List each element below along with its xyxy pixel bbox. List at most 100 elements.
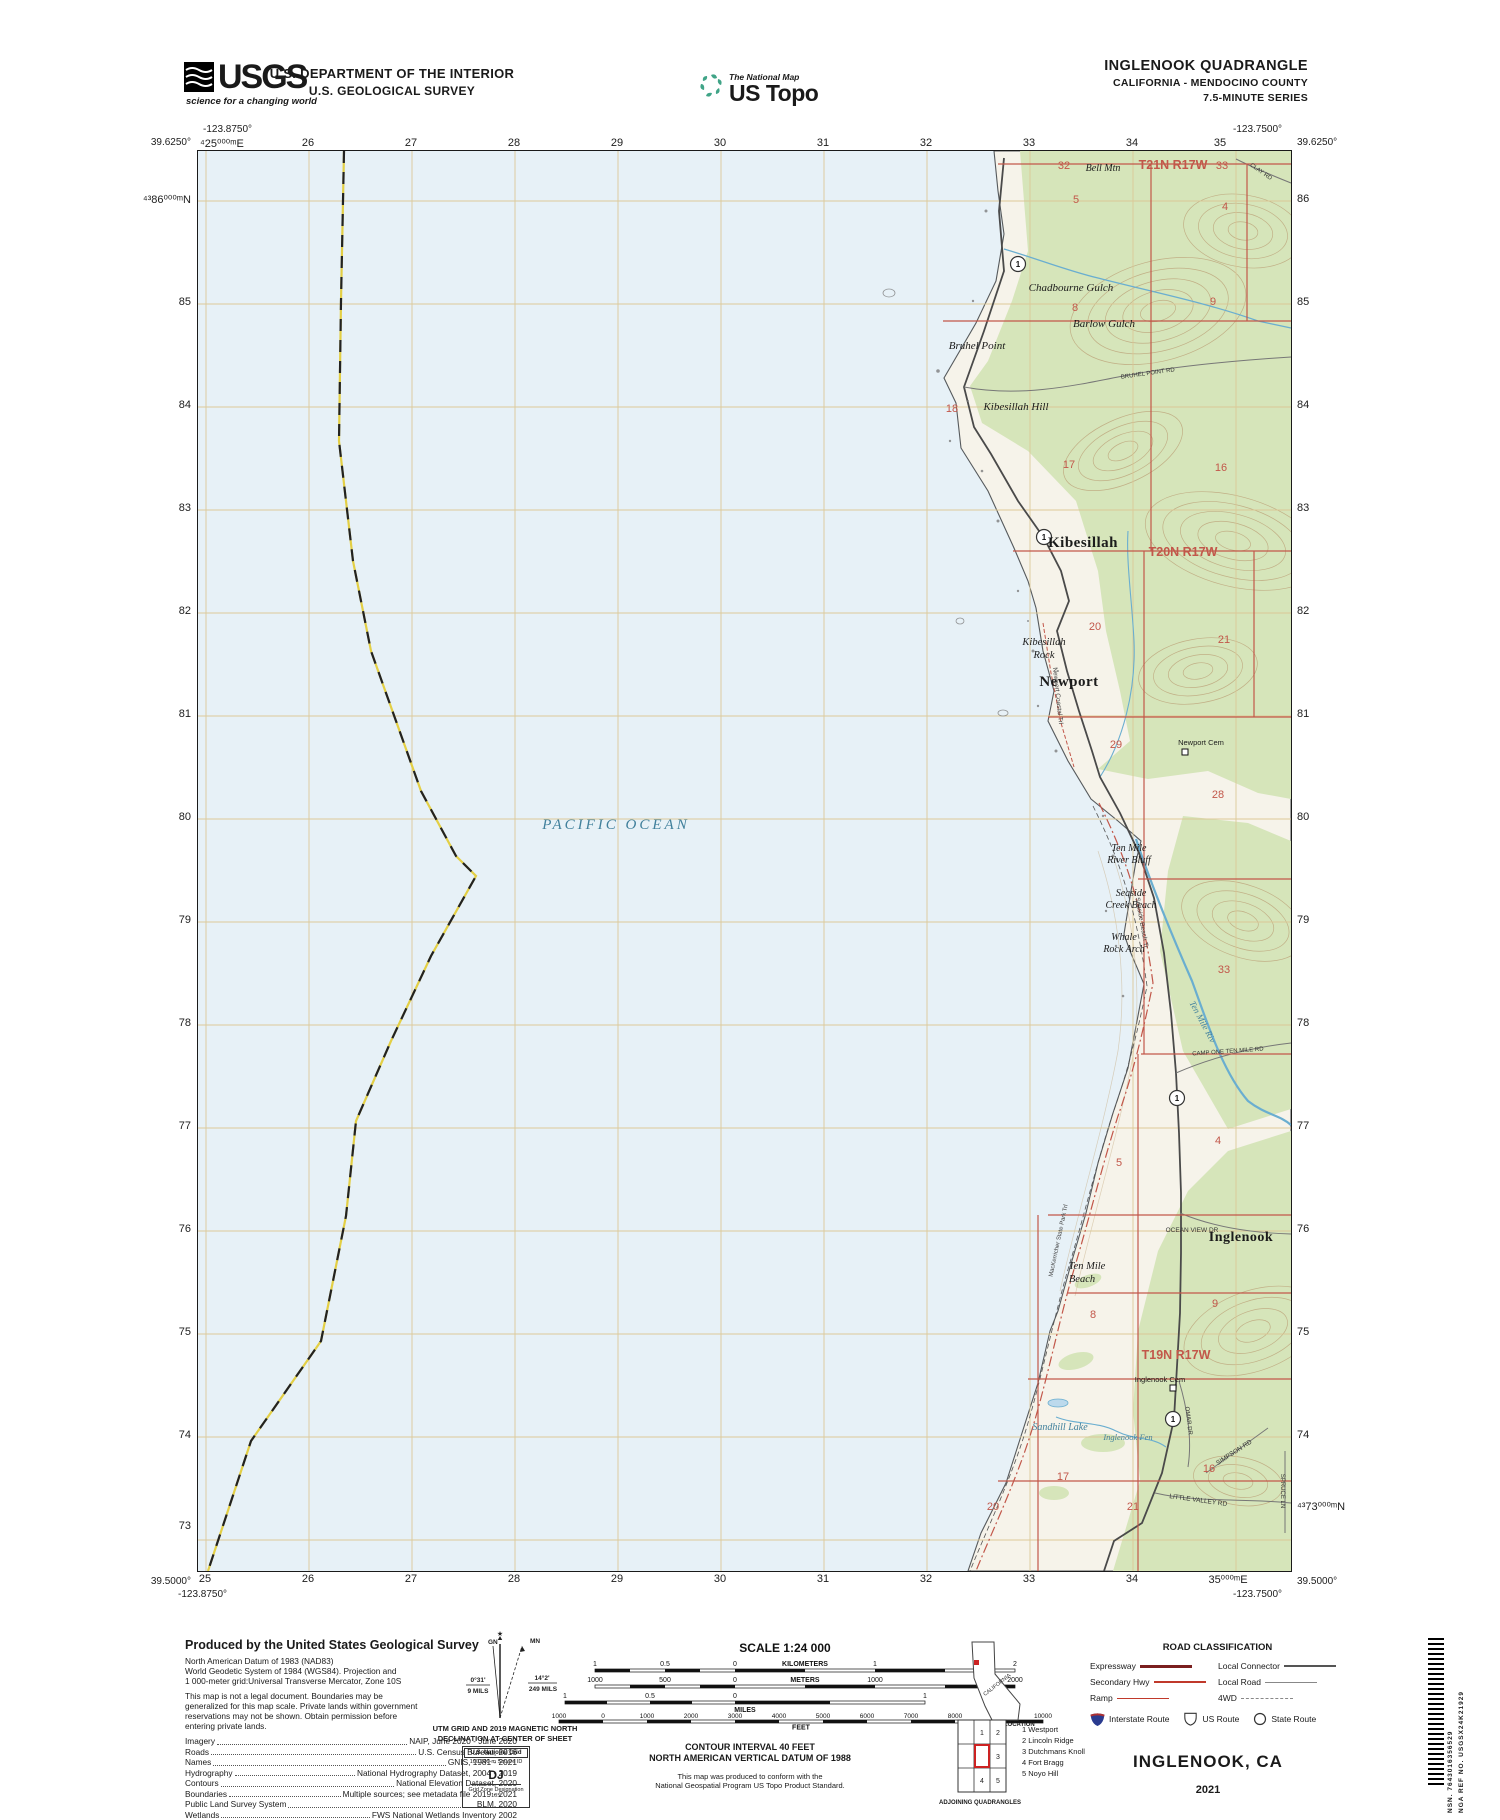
grid-right-6: 80 (1297, 811, 1309, 823)
usng-sub: 100,000-m Square ID (463, 1759, 529, 1765)
grid-top-1: 26 (302, 137, 314, 149)
grid-top-9: 34 (1126, 137, 1138, 149)
grid-right-7: 79 (1297, 914, 1309, 926)
whale-rock-arch-label: Whale (1111, 932, 1137, 943)
adjoining-name: 5 Noyo Hill (1022, 1768, 1085, 1779)
scale-tick: 1 (593, 1661, 597, 1668)
adjoining-caption: ADJOINING QUADRANGLES (930, 1800, 1030, 1806)
grid-right-9: 77 (1297, 1120, 1309, 1132)
spruce-ln-label: SPRUCE LN (1279, 1474, 1285, 1508)
scale-tick: 5000 (816, 1713, 831, 1720)
grid-left-13: 73 (179, 1520, 191, 1532)
grid-left-3: 83 (179, 502, 191, 514)
credit-label: Roads (185, 1747, 209, 1758)
dept-line1: U.S. DEPARTMENT OF THE INTERIOR (262, 66, 522, 81)
barcode-ref-text: NGA REF NO. USGSX24K21929 (1458, 1638, 1465, 1813)
scale-tick: 500 (659, 1677, 671, 1684)
map-canvas[interactable]: 1 1 1 1 PACIFIC OCEAN 32 Bell Mtn T21N R… (197, 150, 1292, 1572)
adjoining-name: 1 Westport (1022, 1724, 1085, 1735)
scale-title: SCALE 1:24 000 (739, 1641, 831, 1655)
kibesillah-rock-label: Kibesillah (1021, 637, 1065, 648)
grid-bottom-10: 35⁰⁰⁰ᵐE (1208, 1573, 1247, 1586)
grid-bottom-3: 28 (508, 1573, 520, 1585)
grid-right-4: 82 (1297, 605, 1309, 617)
grid-left-10: 76 (179, 1223, 191, 1235)
scale-tick: 1 (563, 1693, 567, 1700)
legend-row: Local Road (1218, 1677, 1345, 1687)
road-classification-title: ROAD CLASSIFICATION (1090, 1642, 1345, 1653)
grid-top-8: 33 (1023, 137, 1035, 149)
inglenook-cemetery-symbol (1170, 1385, 1176, 1391)
legend-label: Interstate Route (1109, 1714, 1169, 1724)
grid-top-5: 30 (714, 137, 726, 149)
section-number: 4 (1222, 201, 1228, 213)
kibesillah-town-label: Kibesillah (1048, 535, 1118, 551)
t19n-label: T19N R17W (1142, 1348, 1211, 1362)
grid-left-4: 82 (179, 605, 191, 617)
section-number: 5 (1116, 1157, 1122, 1169)
adjoining-cell: 1 (980, 1730, 984, 1737)
interstate-shield-icon (1090, 1712, 1105, 1726)
expressway-line-sample (1140, 1665, 1192, 1668)
grid-bottom-0: 25 (199, 1573, 211, 1585)
adjoining-cell: 4 (980, 1778, 984, 1785)
scale-tick: 1000 (587, 1677, 603, 1684)
route-1-shield-label: 1 (1171, 1415, 1176, 1424)
section-number: 33 (1216, 160, 1228, 172)
corner-top-right-lon: -123.7500° (1233, 124, 1282, 135)
kibesillah-hill-label: Kibesillah Hill (982, 401, 1048, 413)
grid-top-0: ⁴25⁰⁰⁰ᵐE (200, 137, 244, 150)
vertical-datum-note: NORTH AMERICAN VERTICAL DATUM OF 1988 (620, 1753, 880, 1764)
ft-unit-label: FEET (792, 1725, 811, 1731)
scale-tick: 7000 (904, 1713, 919, 1720)
scale-tick: 0 (733, 1693, 737, 1700)
adjoining-name: 4 Fort Bragg (1022, 1757, 1085, 1768)
corner-bottom-left-lat: 39.5000° (151, 1576, 191, 1587)
credit-label: Contours (185, 1778, 219, 1789)
state-route-circle-icon (1253, 1712, 1267, 1726)
km-unit-label: KILOMETERS (782, 1661, 828, 1668)
legend-label: 4WD (1218, 1693, 1237, 1703)
legend-row: Secondary Hwy (1090, 1677, 1218, 1687)
secondary-hwy-line-sample (1154, 1681, 1206, 1683)
inglenook-town-label: Inglenook (1209, 1230, 1273, 1245)
location-marker (974, 1660, 979, 1665)
gn-mils: 9 MILS (468, 1688, 490, 1695)
section-number: 32 (1058, 160, 1070, 172)
corner-bottom-left-lon: -123.8750° (178, 1589, 227, 1600)
department-heading: U.S. DEPARTMENT OF THE INTERIOR U.S. GEO… (262, 66, 522, 98)
adjoining-name: 3 Dutchmans Knoll (1022, 1746, 1085, 1757)
sheet-title-block: INGLENOOK, CA 2021 (1108, 1752, 1308, 1796)
legend-row: Ramp (1090, 1693, 1218, 1703)
section-number: 17 (1057, 1471, 1069, 1483)
route-1-shield-label: 1 (1175, 1094, 1180, 1103)
ten-mile-beach-label: Ten Mile (1069, 1261, 1106, 1272)
ten-mile-river-bluff-label: Ten Mile (1112, 843, 1147, 854)
corner-top-left-lon: -123.8750° (203, 124, 252, 135)
ten-mile-beach-label: Beach (1069, 1274, 1095, 1285)
grid-left-7: 79 (179, 914, 191, 926)
adjoining-cell: 5 (996, 1778, 1000, 1785)
fourwd-line-sample (1241, 1698, 1293, 1699)
ocean-label: PACIFIC OCEAN (541, 817, 689, 833)
grid-right-8: 78 (1297, 1017, 1309, 1029)
sandhill-lake-label: Sandhill Lake (1032, 1422, 1088, 1433)
quad-title: INGLENOOK QUADRANGLE (1008, 58, 1308, 74)
scale-tick: 1000 (867, 1677, 883, 1684)
credit-label: Names (185, 1757, 211, 1768)
corner-top-right-lat: 39.6250° (1297, 137, 1337, 148)
us-route-item: US Route (1183, 1712, 1239, 1726)
seaside-creek-beach-label: Creek Beach (1106, 900, 1157, 911)
grid-right-5: 81 (1297, 708, 1309, 720)
scale-tick: 10000 (1034, 1713, 1052, 1720)
grid-left-5: 81 (179, 708, 191, 720)
sheet-year: 2021 (1108, 1784, 1308, 1796)
grid-left-0: ⁴³86⁰⁰⁰ᵐN (143, 193, 191, 206)
route-1-shield-label: 1 (1016, 260, 1021, 269)
gn-degrees: 0°31' (471, 1676, 486, 1684)
section-number: 20 (1089, 621, 1101, 633)
grid-right-10: 76 (1297, 1223, 1309, 1235)
scale-tick: 2000 (684, 1713, 699, 1720)
scale-tick: 0.5 (645, 1693, 655, 1700)
